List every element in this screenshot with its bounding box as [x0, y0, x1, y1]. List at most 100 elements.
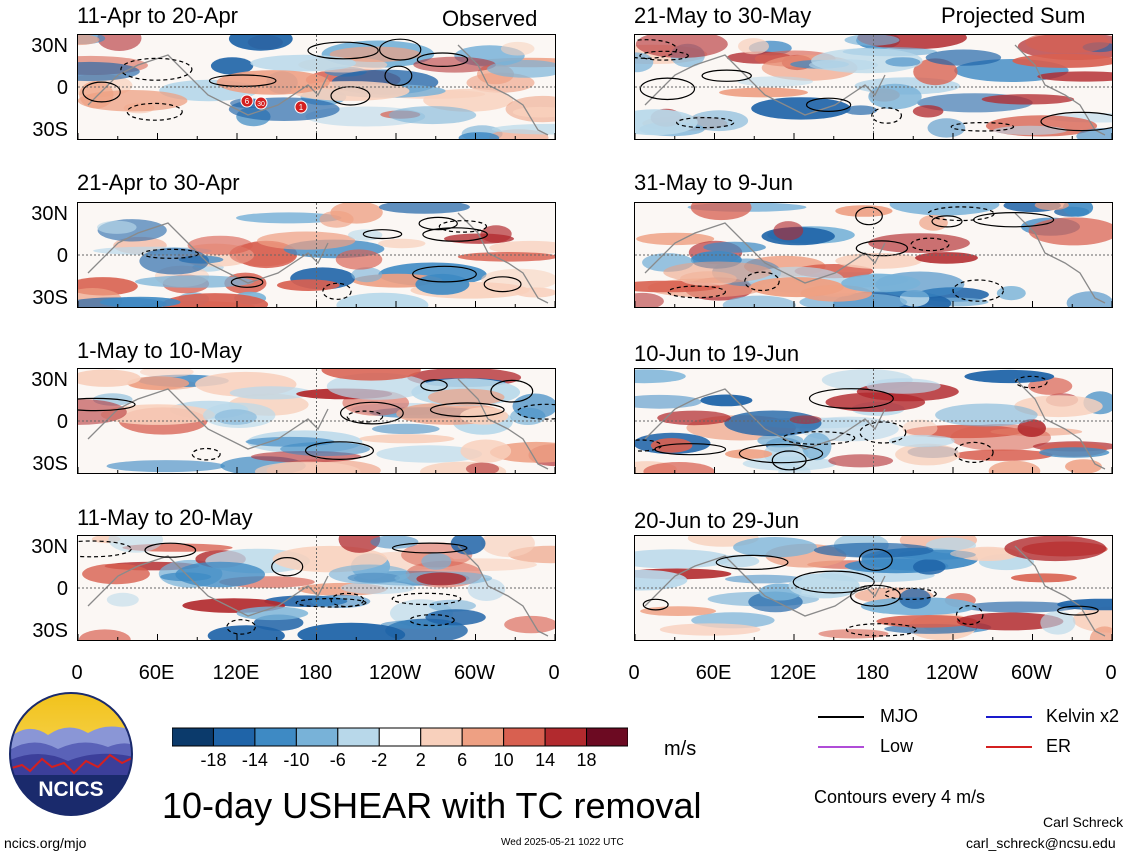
- contour-line: [871, 107, 903, 124]
- shading-blob: [458, 132, 500, 139]
- colorbar-swatch: [295, 727, 339, 747]
- contour-line: [271, 557, 304, 577]
- shading-blob: [962, 601, 1079, 613]
- footer-author: Carl Schreck: [1043, 814, 1124, 830]
- shading-blob: [902, 419, 938, 437]
- contour-line: [858, 548, 893, 571]
- shading-blob: [78, 90, 188, 112]
- coastline: [1014, 545, 1106, 637]
- shading-blob: [935, 403, 1038, 427]
- map-panel-right-3: [634, 368, 1113, 474]
- shading-blob: [135, 275, 254, 288]
- contour-line: [295, 598, 367, 608]
- contour-line: [144, 542, 197, 558]
- shading-blob: [763, 442, 809, 466]
- shading-blob: [643, 462, 715, 473]
- y-tick-label: 30S: [32, 119, 68, 141]
- shading-blob: [1072, 606, 1112, 633]
- panel-title-left-2: 21-Apr to 30-Apr: [77, 170, 240, 195]
- contour-line: [340, 401, 404, 425]
- shading-blob: [388, 106, 477, 125]
- map-panel-left-2: [77, 202, 556, 308]
- panel-title-right-4: 20-Jun to 29-Jun: [634, 508, 800, 533]
- shading-blob: [1089, 626, 1112, 640]
- shading-blob: [751, 97, 851, 120]
- shading-blob: [725, 574, 803, 584]
- colorbar-tick-label: -2: [371, 750, 388, 770]
- shading-blob: [1028, 377, 1073, 395]
- coastline: [1014, 378, 1106, 470]
- x-tick-label: 0: [1105, 662, 1117, 684]
- map-panel-left-3: [77, 368, 556, 474]
- colorbar-swatch: [254, 727, 297, 747]
- shading-blob: [749, 277, 844, 298]
- shading-blob: [489, 240, 555, 255]
- contour-line: [639, 77, 696, 101]
- contour-line: [952, 279, 1005, 302]
- colorbar-swatch: [212, 727, 256, 747]
- shading-blob: [899, 588, 931, 609]
- contour-line: [859, 421, 907, 444]
- shading-blob: [450, 536, 486, 555]
- shading-blob: [460, 439, 512, 463]
- shading-blob: [913, 58, 958, 86]
- shading-blob: [919, 214, 948, 231]
- contour-line: [120, 57, 193, 81]
- shading-blob: [236, 212, 342, 224]
- contour-line: [346, 410, 384, 423]
- panel-title-left-3: 1-May to 10-May: [77, 338, 243, 363]
- shading-blob: [378, 238, 426, 249]
- shading-blob: [421, 553, 452, 570]
- shading-blob: [457, 252, 555, 262]
- x-tick-label: 120W: [368, 662, 422, 684]
- shading-blob: [236, 606, 309, 621]
- contour-line: [307, 41, 379, 60]
- shading-blob: [636, 232, 715, 246]
- colorbar-unit: m/s: [664, 738, 697, 760]
- colorbar-tick-label: 10: [493, 750, 514, 770]
- shading-blob: [427, 388, 505, 406]
- footer-url[interactable]: ncics.org/mjo: [4, 835, 87, 851]
- svg-text:6: 6: [245, 97, 250, 106]
- shading-blob: [297, 622, 406, 640]
- shading-blob: [757, 433, 804, 448]
- shading-blob: [97, 35, 142, 51]
- x-tick-label: 60E: [695, 662, 732, 684]
- shading-blob: [1057, 598, 1112, 611]
- contour-line: [1057, 605, 1099, 616]
- shading-blob: [828, 454, 894, 468]
- shading-blob: [981, 94, 1075, 105]
- coastline: [87, 555, 329, 617]
- contour-line: [362, 229, 403, 240]
- contour-line: [950, 122, 1015, 132]
- coastline: [644, 222, 886, 284]
- logo-text: NCICS: [38, 778, 103, 801]
- shading-blob: [1037, 71, 1112, 82]
- footer-email[interactable]: carl_schreck@ncsu.edu: [966, 835, 1116, 851]
- colorbar-tick-label: 6: [457, 750, 468, 770]
- coastline: [457, 545, 549, 637]
- shading-blob: [187, 235, 253, 255]
- shading-blob: [106, 460, 225, 473]
- coastline: [457, 212, 549, 304]
- panel-title-left-4: 11-May to 20-May: [77, 505, 253, 530]
- main-title: 10-day USHEAR with TC removal: [162, 785, 702, 826]
- shading-blob: [491, 123, 555, 135]
- shading-blob: [106, 592, 139, 607]
- x-tick-label: 0: [628, 662, 640, 684]
- contour-line: [490, 379, 534, 403]
- contour-line: [418, 216, 458, 231]
- legend-kelvin-label: Kelvin x2: [1046, 706, 1120, 726]
- shading-blob: [335, 249, 383, 270]
- shading-blob: [512, 106, 555, 118]
- contour-line: [516, 403, 555, 420]
- contour-line: [955, 605, 984, 626]
- contour-line: [808, 388, 894, 409]
- shading-blob: [640, 606, 716, 616]
- contour-line: [1040, 111, 1112, 132]
- colorbar-tick-label: -14: [241, 750, 268, 770]
- shading-blob: [844, 35, 900, 46]
- shading-blob: [789, 415, 822, 424]
- colorbar-tick-label: -6: [329, 750, 346, 770]
- shading-blob: [330, 203, 383, 224]
